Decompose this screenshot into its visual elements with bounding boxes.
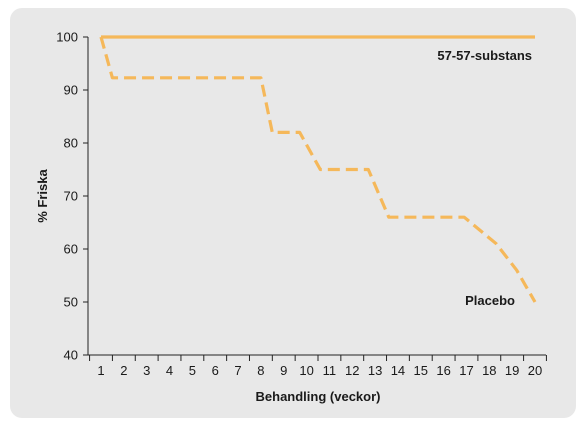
x-tick-label-13: 13	[368, 363, 382, 378]
chart-panel	[10, 8, 576, 418]
x-tick-label-19: 19	[505, 363, 519, 378]
series-layer	[99, 35, 537, 303]
x-tick-label-20: 20	[528, 363, 542, 378]
x-tick-label-15: 15	[414, 363, 428, 378]
x-tick-label-17: 17	[459, 363, 473, 378]
x-tick-label-1: 1	[97, 363, 104, 378]
x-tick-label-10: 10	[299, 363, 313, 378]
y-tick-label-90: 90	[64, 83, 78, 98]
y-tick-label-80: 80	[64, 136, 78, 151]
x-tick-label-14: 14	[391, 363, 405, 378]
y-axis-title: % Friska	[35, 168, 50, 222]
x-tick-label-8: 8	[257, 363, 264, 378]
x-tick-label-11: 11	[323, 363, 337, 378]
y-tick-label-70: 70	[64, 189, 78, 204]
x-tick-label-18: 18	[482, 363, 496, 378]
x-tick-label-7: 7	[234, 363, 241, 378]
y-tick-label-50: 50	[64, 295, 78, 310]
x-tick-label-2: 2	[120, 363, 127, 378]
series-line-placebo	[99, 36, 537, 303]
x-axis-title: Behandling (veckor)	[256, 389, 381, 404]
y-tick-label-100: 100	[56, 30, 78, 45]
x-tick-label-9: 9	[280, 363, 287, 378]
y-tick-label-40: 40	[64, 348, 78, 363]
x-tick-label-3: 3	[143, 363, 150, 378]
series-label-placebo: Placebo	[465, 293, 515, 308]
series-label-substans: 57-57-substans	[437, 48, 532, 63]
x-tick-label-16: 16	[436, 363, 450, 378]
x-tick-label-12: 12	[345, 363, 359, 378]
labels: Behandling (veckor) % Friska 57-57-subst…	[35, 48, 532, 404]
x-tick-label-5: 5	[189, 363, 196, 378]
x-tick-label-6: 6	[212, 363, 219, 378]
y-tick-label-60: 60	[64, 242, 78, 257]
x-tick-label-4: 4	[166, 363, 173, 378]
